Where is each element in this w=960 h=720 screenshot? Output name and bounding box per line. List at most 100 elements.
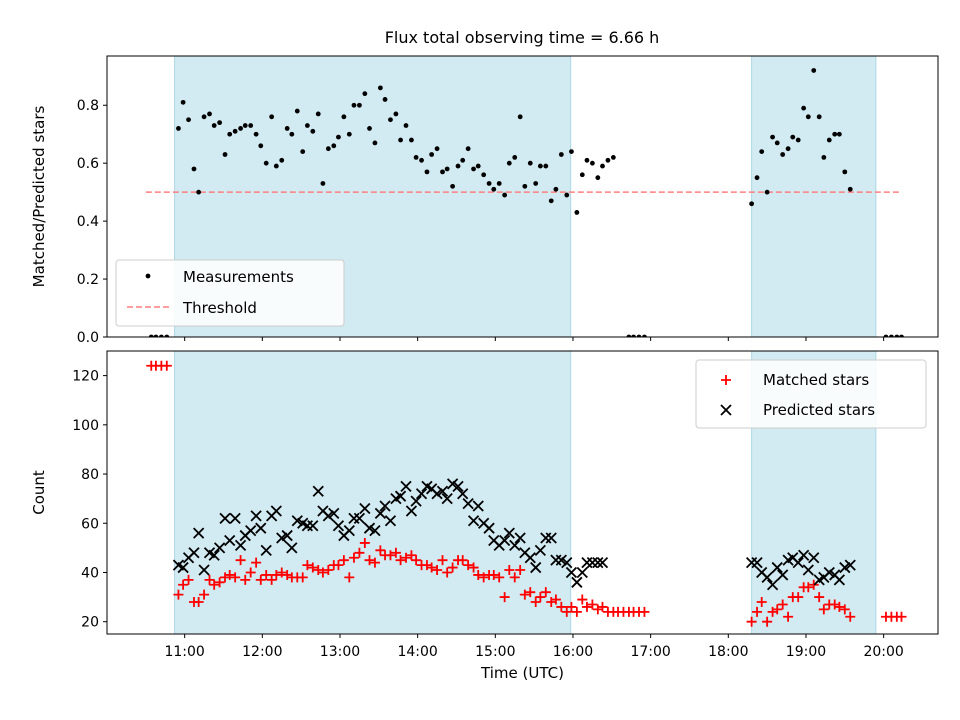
matched-star-point — [597, 601, 608, 612]
y-tick-label: 80 — [81, 467, 99, 483]
measurement-point — [842, 169, 848, 175]
matched-star-point — [746, 616, 757, 627]
matched-star-point — [411, 555, 422, 566]
predicted-star-point — [592, 556, 604, 569]
matched-star-point — [426, 562, 437, 573]
matched-star-point — [323, 565, 334, 576]
matched-star-point — [240, 574, 251, 585]
matched-star-point — [317, 567, 328, 578]
y-tick-label: 120 — [72, 369, 99, 385]
matched-star-point — [442, 567, 453, 578]
measurement-point — [481, 172, 487, 178]
predicted-star-point — [808, 552, 820, 564]
measurement-point — [579, 172, 585, 178]
predicted-star-point — [379, 500, 391, 512]
measurement-point — [346, 131, 352, 137]
measurement-point — [610, 154, 616, 160]
matched-star-point — [473, 569, 484, 580]
measurement-point — [186, 117, 191, 123]
matched-star-point — [173, 589, 184, 600]
measurement-point — [558, 152, 564, 157]
matched-star-point — [297, 572, 308, 583]
matched-star-point — [488, 569, 499, 580]
predicted-star-point — [777, 569, 789, 581]
predicted-star-point — [467, 515, 480, 527]
measurement-point — [217, 120, 223, 126]
measurement-point — [153, 334, 159, 337]
matched-star-point — [468, 562, 479, 573]
matched-star-point — [385, 550, 396, 561]
measurement-point — [440, 169, 445, 175]
predicted-star-point — [177, 561, 189, 574]
predicted-star-point — [771, 561, 783, 574]
measurement-point — [460, 157, 466, 163]
measurement-point — [506, 160, 512, 166]
measurement-point — [232, 128, 238, 134]
observing-interval — [174, 351, 572, 634]
matched-star-point — [395, 555, 406, 566]
measurement-point — [569, 149, 574, 154]
matched-star-point — [193, 597, 204, 608]
predicted-star-point — [312, 485, 324, 497]
measurement-point — [816, 114, 822, 120]
measurement-point — [605, 157, 611, 163]
measurement-point — [164, 334, 170, 337]
predicted-star-point — [561, 556, 573, 569]
measurement-point — [367, 126, 372, 131]
measurement-point — [403, 123, 409, 128]
measurement-point — [574, 210, 580, 215]
matched-star-point — [808, 579, 819, 590]
predicted-star-point — [792, 556, 804, 569]
x-tick-label: 20:00 — [863, 644, 903, 660]
measurement-point — [759, 149, 765, 154]
measurement-point — [393, 111, 399, 117]
legend-predicted-marker — [720, 404, 732, 416]
predicted-star-point — [281, 529, 293, 542]
observing-interval — [751, 56, 877, 337]
predicted-star-point — [499, 534, 511, 547]
predicted-star-point — [260, 544, 272, 556]
predicted-star-point — [530, 561, 542, 574]
measurement-point — [388, 117, 393, 123]
measurement-point — [785, 146, 791, 152]
matched-star-point — [344, 572, 355, 583]
measurement-point — [584, 157, 590, 163]
predicted-star-point — [833, 574, 846, 586]
matched-star-point — [333, 560, 344, 571]
x-tick-label: 13:00 — [320, 644, 360, 660]
matched-star-point — [777, 599, 788, 610]
matched-star-point — [161, 360, 172, 371]
measurement-point — [589, 160, 595, 166]
legend: Matched stars Predicted stars — [695, 359, 927, 429]
predicted-star-point — [359, 502, 371, 515]
axes-frame — [106, 350, 939, 635]
matched-star-point — [587, 599, 598, 610]
y-tick-label: 0.6 — [77, 156, 99, 172]
matched-star-point — [561, 606, 572, 617]
matched-star-point — [302, 560, 313, 571]
measurement-point — [336, 134, 341, 140]
matched-star-point — [271, 569, 282, 580]
y-tick-label: 0.4 — [77, 214, 99, 230]
legend-label: Matched stars — [763, 371, 869, 389]
predicted-star-point — [332, 520, 345, 532]
matched-star-point — [540, 587, 551, 598]
measurement-point — [595, 175, 601, 181]
measurement-point — [465, 146, 471, 152]
matched-star-point — [463, 560, 474, 571]
measurement-point — [263, 160, 269, 166]
legend: Measurements Threshold — [115, 259, 345, 327]
predicted-star-point — [483, 522, 495, 534]
measurement-point — [294, 108, 300, 114]
predicted-star-point — [798, 549, 810, 561]
matched-star-point — [209, 579, 220, 590]
measurement-point — [533, 181, 539, 186]
predicted-star-point — [457, 488, 469, 500]
measurement-point — [522, 183, 528, 189]
matched-star-point — [183, 574, 194, 585]
measurement-point — [331, 143, 337, 149]
measurement-point — [320, 181, 326, 186]
measurement-point — [279, 157, 285, 163]
predicted-star-point — [328, 507, 340, 520]
measurement-point — [176, 126, 181, 131]
